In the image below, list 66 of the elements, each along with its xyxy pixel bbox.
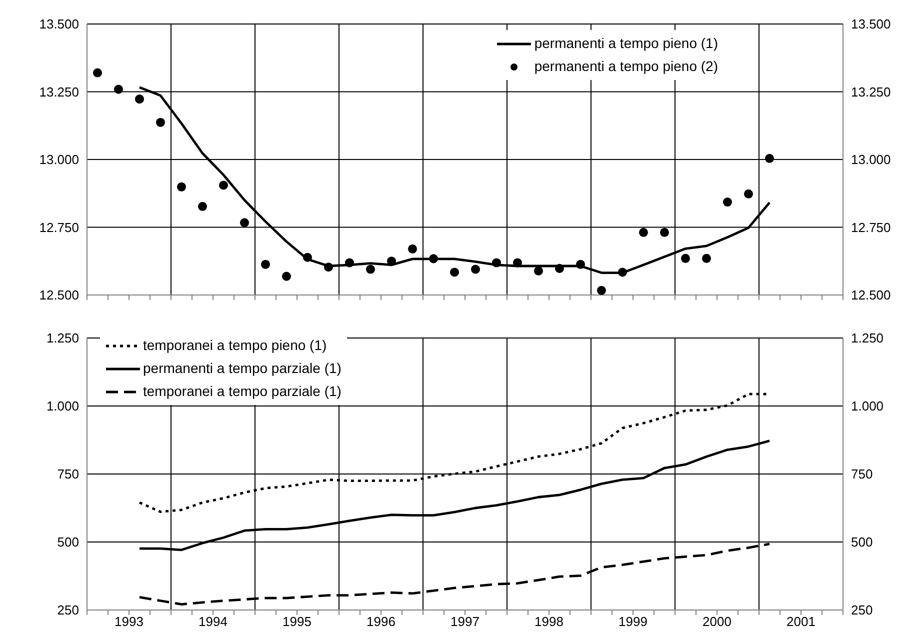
point — [324, 262, 334, 272]
x-tick-label: 1994 — [198, 614, 228, 630]
y-tick-label: 750 — [57, 466, 79, 482]
y2-tick-label: 1.250 — [851, 330, 884, 346]
point — [744, 189, 754, 198]
legend-label: temporanei a tempo parziale (1) — [143, 382, 342, 401]
y-tick-label: 12.750 — [39, 220, 79, 235]
point — [702, 254, 712, 263]
y-tick-label: 13.000 — [39, 152, 79, 168]
y-tick-label: 250 — [57, 602, 79, 618]
point — [282, 272, 292, 281]
point — [722, 198, 732, 207]
point — [764, 154, 774, 163]
x-tick-label: 1995 — [282, 614, 312, 630]
point — [638, 228, 648, 237]
point — [156, 118, 166, 127]
y-tick-label: 13.250 — [39, 84, 79, 100]
point — [554, 264, 564, 273]
y2-tick-label: 1.000 — [851, 398, 884, 414]
point — [408, 244, 418, 254]
y-tick-label: 500 — [57, 534, 79, 550]
y-tick-label: 12.500 — [39, 288, 79, 303]
point — [618, 268, 628, 277]
legend-label: permanenti a tempo parziale (1) — [143, 359, 342, 378]
point — [176, 182, 186, 192]
y2-tick-label: 13.000 — [851, 152, 891, 168]
point — [470, 264, 480, 274]
point — [450, 268, 460, 277]
y2-tick-label: 12.750 — [851, 220, 891, 235]
point — [428, 254, 438, 264]
y2-tick-label: 500 — [851, 534, 873, 550]
point — [92, 68, 102, 78]
y-tick-label: 1.000 — [46, 398, 79, 414]
point — [260, 260, 270, 269]
y2-tick-label: 250 — [851, 602, 873, 618]
y2-tick-label: 13.500 — [851, 16, 891, 32]
x-tick-label: 1996 — [366, 614, 396, 630]
point — [512, 258, 522, 268]
point — [198, 202, 208, 211]
y-tick-label: 13.500 — [39, 16, 79, 32]
legend-label: permanenti a tempo pieno (2) — [534, 57, 718, 76]
y2-tick-label: 12.500 — [851, 288, 891, 303]
point — [492, 258, 502, 268]
point — [576, 260, 586, 269]
x-tick-label: 1998 — [534, 614, 564, 630]
point — [366, 264, 376, 274]
legend-label: temporanei a tempo pieno (1) — [143, 336, 327, 355]
point — [218, 180, 228, 190]
x-tick-label: 1997 — [450, 614, 480, 630]
point — [134, 94, 144, 104]
y-tick-label: 1.250 — [46, 330, 79, 346]
x-tick-label: 2000 — [702, 614, 732, 630]
point — [660, 228, 670, 237]
point — [596, 286, 606, 295]
x-tick-label: 1993 — [114, 614, 144, 630]
point — [680, 254, 690, 263]
point — [240, 218, 250, 228]
y2-tick-label: 13.250 — [851, 84, 891, 100]
point — [344, 258, 354, 268]
y2-tick-label: 750 — [851, 466, 873, 482]
point — [114, 84, 124, 94]
point — [534, 266, 544, 276]
x-tick-label: 2001 — [786, 614, 816, 630]
x-tick-label: 1999 — [618, 614, 648, 630]
legend-label: permanenti a tempo pieno (1) — [534, 34, 718, 53]
point — [302, 252, 312, 262]
